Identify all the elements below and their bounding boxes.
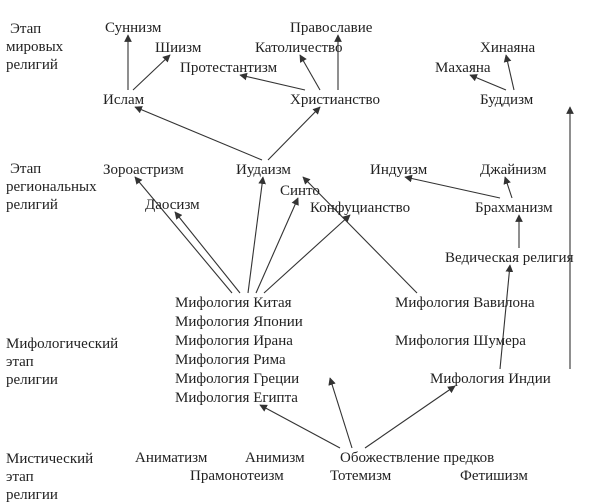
node-myth_rome: Мифология Рима: [175, 352, 286, 369]
node-hristianstvo: Христианство: [290, 92, 380, 109]
node-myth_sumer: Мифология Шумера: [395, 333, 526, 350]
stage-label-stage1a: Этап: [10, 20, 41, 38]
edge-10: [175, 212, 240, 293]
stage-label-stage2b: региональных: [6, 178, 97, 196]
node-zoroastrism: Зороастризм: [103, 162, 184, 179]
node-myth_iran: Мифология Ирана: [175, 333, 293, 350]
stage-label-stage2a: Этап: [10, 160, 41, 178]
edge-7: [135, 107, 262, 160]
edge-14: [303, 177, 417, 293]
edge-16: [405, 177, 500, 198]
edge-11: [248, 177, 263, 293]
edge-12: [256, 198, 298, 293]
edge-1: [133, 55, 170, 90]
node-djainizm: Джайнизм: [480, 162, 547, 179]
node-obozh: Обожествление предков: [340, 450, 494, 467]
node-vedic: Ведическая религия: [445, 250, 573, 267]
stage-label-stage3b: этап: [6, 353, 34, 371]
node-pramono: Прамонотеизм: [190, 468, 284, 485]
node-konfuc: Конфуцианство: [310, 200, 410, 217]
stage-label-stage3a: Мифологический: [6, 335, 118, 353]
node-hinayana: Хинаяна: [480, 40, 535, 57]
node-myth_egypt: Мифология Египта: [175, 390, 298, 407]
node-protestantizm: Протестантизм: [180, 60, 277, 77]
node-shiism: Шиизм: [155, 40, 201, 57]
node-daoism: Даосизм: [145, 197, 200, 214]
stage-label-stage2c: религий: [6, 196, 58, 214]
node-pravoslavie: Православие: [290, 20, 372, 37]
stage-label-stage4c: религии: [6, 486, 58, 504]
edge-13: [264, 215, 350, 293]
stage-label-stage1b: мировых: [6, 38, 63, 56]
edge-22: [365, 386, 455, 448]
node-myth_china: Мифология Китая: [175, 295, 292, 312]
stage-label-stage4b: этап: [6, 468, 34, 486]
node-totemizm: Тотемизм: [330, 468, 391, 485]
edge-2: [240, 75, 305, 90]
node-islam: Ислам: [103, 92, 144, 109]
node-buddhism: Буддизм: [480, 92, 533, 109]
edge-9: [135, 177, 232, 293]
node-sinto: Синто: [280, 183, 320, 200]
edge-8: [268, 107, 320, 160]
edge-21: [330, 378, 352, 448]
node-mahayana: Махаяна: [435, 60, 491, 77]
edge-18: [500, 265, 510, 369]
stage-label-stage3c: религии: [6, 371, 58, 389]
node-katolichestvo: Католичество: [255, 40, 343, 57]
node-animizm: Анимизм: [245, 450, 305, 467]
node-sunnism: Суннизм: [105, 20, 161, 37]
node-induizm: Индуизм: [370, 162, 427, 179]
node-brahmanizm: Брахманизм: [475, 200, 553, 217]
edge-3: [300, 55, 320, 90]
edge-6: [506, 55, 514, 90]
node-myth_greece: Мифология Греции: [175, 371, 299, 388]
stage-label-stage1c: религий: [6, 56, 58, 74]
node-myth_india: Мифология Индии: [430, 371, 551, 388]
edge-17: [505, 177, 512, 198]
edge-20: [260, 405, 340, 448]
edge-5: [470, 75, 506, 90]
stage-label-stage4a: Мистический: [6, 450, 93, 468]
node-myth_japan: Мифология Японии: [175, 314, 303, 331]
node-animatizm: Аниматизм: [135, 450, 207, 467]
node-fetishizm: Фетишизм: [460, 468, 528, 485]
node-myth_babylon: Мифология Вавилона: [395, 295, 535, 312]
node-iudaizm: Иудаизм: [236, 162, 291, 179]
